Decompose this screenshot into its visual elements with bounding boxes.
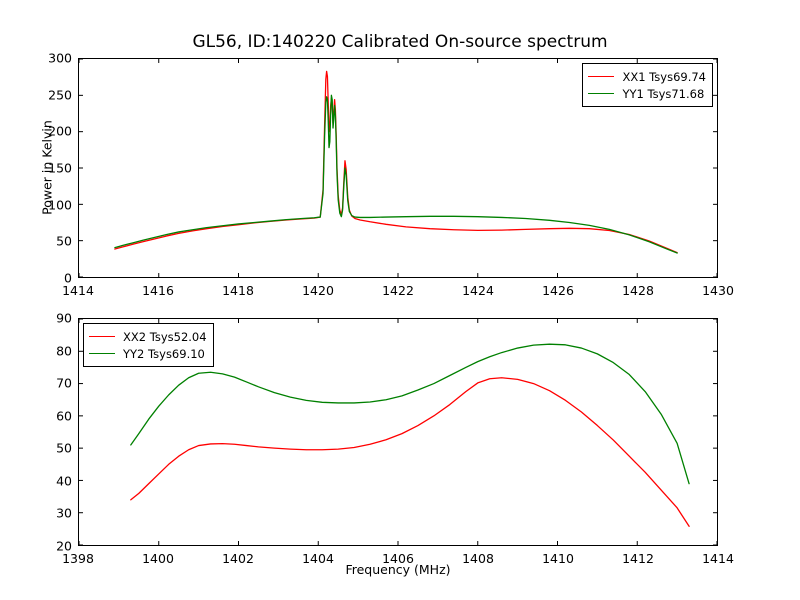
x-tick-label: 1398: [62, 551, 94, 566]
series-line: [115, 95, 677, 253]
x-tick-label: 1428: [622, 283, 654, 298]
legend-swatch-yy2: [89, 353, 115, 354]
legend-item: YY2 Tsys69.10: [89, 345, 207, 362]
series-line: [115, 71, 677, 252]
x-tick-label: 1414: [62, 283, 94, 298]
top-plot-axes: XX1 Tsys69.74 YY1 Tsys71.68: [78, 58, 718, 278]
y-tick-label: 50: [56, 440, 72, 456]
x-tick-label: 1406: [382, 551, 414, 566]
legend-item: XX2 Tsys52.04: [89, 328, 207, 345]
y-tick-label: 150: [48, 160, 72, 176]
y-tick-label: 30: [56, 505, 72, 521]
legend-label-yy1: YY1 Tsys71.68: [622, 86, 705, 101]
legend-label-yy2: YY2 Tsys69.10: [123, 346, 205, 361]
legend-bottom: XX2 Tsys52.04 YY2 Tsys69.10: [83, 323, 214, 367]
x-tick-label: 1404: [302, 551, 334, 566]
series-line: [131, 344, 689, 483]
x-axis-label-bottom: Frequency (MHz): [345, 562, 451, 577]
y-tick-label: 250: [48, 87, 72, 103]
y-tick-label: 40: [56, 473, 72, 489]
x-tick-label: 1414: [702, 551, 734, 566]
x-tick-label: 1426: [542, 283, 574, 298]
legend-swatch-yy1: [588, 93, 615, 94]
y-tick-label: 80: [56, 343, 72, 359]
y-tick-label: 0: [64, 270, 72, 286]
y-tick-label: 60: [56, 408, 72, 424]
x-tick-label: 1420: [302, 283, 334, 298]
x-tick-label: 1412: [622, 551, 654, 566]
legend-item: XX1 Tsys69.74: [588, 68, 706, 85]
legend-label-xx1: XX1 Tsys69.74: [622, 69, 706, 84]
x-tick-label: 1410: [542, 551, 574, 566]
x-tick-label: 1418: [222, 283, 254, 298]
y-tick-label: 50: [56, 233, 72, 249]
y-tick-label: 200: [48, 123, 72, 139]
y-tick-label: 20: [56, 538, 72, 554]
top-plot-area: [79, 59, 717, 277]
y-tick-label: 90: [56, 310, 72, 326]
x-tick-label: 1400: [142, 551, 174, 566]
y-tick-label: 300: [48, 50, 72, 66]
legend-swatch-xx1: [588, 76, 615, 77]
figure-title: GL56, ID:140220 Calibrated On-source spe…: [192, 32, 608, 52]
legend-item: YY1 Tsys71.68: [588, 85, 706, 102]
y-tick-label: 100: [48, 197, 72, 213]
x-tick-label: 1416: [142, 283, 174, 298]
y-tick-label: 70: [56, 375, 72, 391]
series-line: [131, 378, 689, 527]
x-tick-label: 1408: [462, 551, 494, 566]
bottom-plot-axes: XX2 Tsys52.04 YY2 Tsys69.10: [78, 318, 718, 546]
x-tick-label: 1430: [702, 283, 734, 298]
x-tick-label: 1402: [222, 551, 254, 566]
legend-swatch-xx2: [89, 336, 115, 337]
bottom-plot-area: [79, 319, 717, 545]
x-tick-label: 1424: [462, 283, 494, 298]
legend-top: XX1 Tsys69.74 YY1 Tsys71.68: [582, 63, 713, 107]
legend-label-xx2: XX2 Tsys52.04: [123, 329, 207, 344]
x-tick-label: 1422: [382, 283, 414, 298]
